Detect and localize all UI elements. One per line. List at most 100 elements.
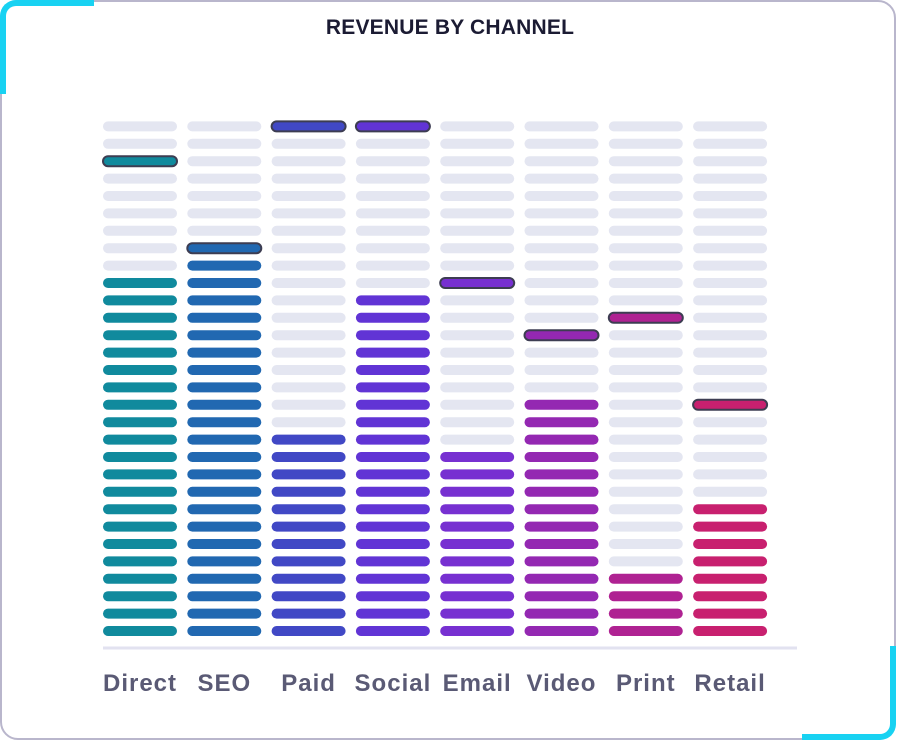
empty-segment — [355, 243, 430, 254]
empty-segment — [440, 347, 515, 358]
empty-segment — [440, 225, 515, 236]
bar-segment — [187, 330, 262, 341]
bar-segment — [103, 295, 177, 306]
empty-segment — [524, 225, 599, 236]
bar-segment — [440, 573, 515, 584]
bar-column-video — [523, 121, 600, 636]
empty-segment — [440, 156, 515, 167]
bar-segment — [355, 312, 430, 323]
bar-segment — [355, 330, 430, 341]
bar-segment — [187, 365, 262, 375]
bar-segment — [103, 312, 177, 323]
empty-segment — [693, 260, 768, 271]
empty-segment — [524, 365, 599, 375]
empty-segment — [271, 330, 346, 341]
bar-segment — [187, 608, 262, 619]
empty-segment — [355, 225, 430, 236]
bar-column-social — [354, 120, 431, 636]
empty-segment — [271, 382, 346, 393]
empty-segment — [608, 260, 683, 271]
empty-segment — [440, 399, 515, 410]
empty-segment — [103, 243, 177, 254]
bar-segment — [103, 539, 177, 549]
bar-segment — [271, 573, 346, 584]
empty-segment — [440, 330, 515, 341]
empty-segment — [271, 173, 346, 184]
bar-segment — [187, 312, 262, 323]
empty-segment — [103, 208, 177, 219]
empty-segment — [608, 417, 683, 428]
empty-segment — [103, 191, 177, 201]
empty-segment — [524, 312, 599, 323]
bar-segment — [440, 556, 515, 567]
empty-segment — [608, 521, 683, 532]
empty-segment — [440, 121, 515, 132]
empty-segment — [440, 208, 515, 219]
empty-segment — [355, 138, 430, 149]
bar-segment — [271, 486, 346, 497]
empty-segment — [608, 347, 683, 358]
bar-segment — [693, 539, 768, 549]
bar-segment — [103, 399, 177, 410]
bar-segment — [524, 556, 599, 567]
bar-segment — [103, 469, 177, 480]
bar-segment — [271, 504, 346, 515]
bar-segment — [524, 504, 599, 515]
bar-segment — [524, 486, 599, 497]
bar-segment — [187, 434, 262, 445]
empty-segment — [271, 225, 346, 236]
empty-segment — [355, 260, 430, 271]
bar-segment — [608, 626, 683, 636]
x-tick-label: Video — [527, 670, 597, 697]
peak-marker — [523, 329, 600, 342]
empty-segment — [524, 278, 599, 288]
empty-segment — [608, 121, 683, 132]
empty-segment — [440, 434, 515, 445]
bar-segment — [187, 417, 262, 428]
empty-segment — [524, 243, 599, 254]
empty-segment — [693, 452, 768, 462]
bar-segment — [271, 434, 346, 445]
empty-segment — [524, 191, 599, 201]
bar-segment — [103, 417, 177, 428]
empty-segment — [608, 469, 683, 480]
bar-segment — [355, 486, 430, 497]
bar-segment — [524, 608, 599, 619]
bar-segment — [103, 278, 177, 288]
empty-segment — [608, 556, 683, 567]
empty-segment — [608, 434, 683, 445]
bar-segment — [524, 417, 599, 428]
empty-segment — [608, 365, 683, 375]
bar-column-print — [607, 121, 684, 636]
chart-title: REVENUE BY CHANNEL — [325, 16, 575, 39]
empty-segment — [693, 278, 768, 288]
bar-segment — [440, 608, 515, 619]
bar-segment — [693, 608, 768, 619]
empty-segment — [271, 312, 346, 323]
empty-segment — [103, 173, 177, 184]
bar-segment — [693, 626, 768, 636]
empty-segment — [693, 121, 768, 132]
x-tick-label: SEO — [197, 670, 251, 697]
bar-segment — [187, 382, 262, 393]
bar-segment — [271, 626, 346, 636]
bar-segment — [693, 521, 768, 532]
bar-segment — [693, 556, 768, 567]
empty-segment — [693, 156, 768, 167]
empty-segment — [608, 225, 683, 236]
empty-segment — [271, 191, 346, 201]
empty-segment — [608, 399, 683, 410]
bar-segment — [103, 434, 177, 445]
empty-segment — [440, 295, 515, 306]
empty-segment — [440, 243, 515, 254]
bar-segment — [524, 452, 599, 462]
empty-segment — [693, 312, 768, 323]
bar-segment — [103, 365, 177, 375]
empty-segment — [271, 260, 346, 271]
bar-segment — [271, 521, 346, 532]
bar-segment — [187, 295, 262, 306]
bar-segment — [524, 626, 599, 636]
empty-segment — [271, 138, 346, 149]
bar-segment — [524, 539, 599, 549]
bar-segment — [103, 626, 177, 636]
